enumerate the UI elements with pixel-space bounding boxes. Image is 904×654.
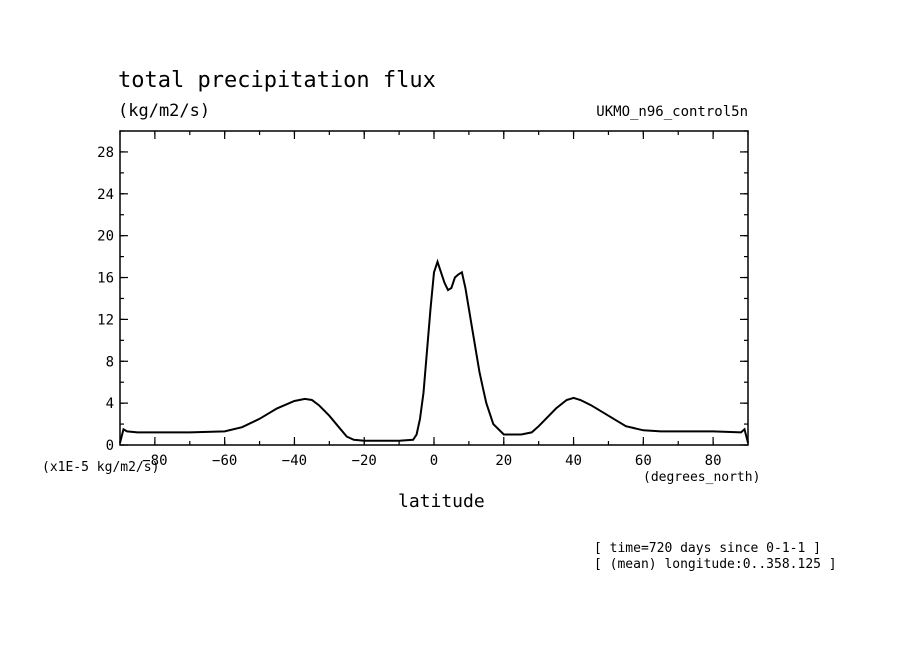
axis-ticks	[119, 130, 749, 446]
x-tick-label: 80	[705, 453, 722, 469]
y-scale-label: (x1E-5 kg/m2/s)	[42, 460, 160, 475]
x-tick-label: 60	[635, 453, 652, 469]
tick-labels: −80 −60 −40 −20 0 20 40 60 80 0 4 8 12 16 20 24 28	[97, 145, 721, 469]
x-tick-label: −80	[142, 453, 167, 469]
y-tick-label: 24	[97, 187, 114, 203]
x-axis-label: latitude	[398, 491, 485, 512]
y-tick-label: 12	[97, 312, 114, 328]
precipitation-series-line	[119, 258, 749, 444]
chart-title: total precipitation flux	[118, 68, 436, 93]
y-tick-label: 0	[106, 438, 114, 454]
y-tick-label: 20	[97, 229, 114, 245]
longitude-annotation: [ (mean) longitude:0..358.125 ]	[594, 557, 837, 572]
x-tick-label: −40	[282, 453, 307, 469]
plot-frame	[119, 130, 749, 446]
x-tick-label: −20	[352, 453, 377, 469]
x-tick-label: 0	[430, 453, 438, 469]
time-annotation: [ time=720 days since 0-1-1 ]	[594, 541, 821, 556]
units-label: (kg/m2/s)	[118, 101, 211, 121]
x-tick-label: 20	[495, 453, 512, 469]
x-units-label: (degrees_north)	[643, 470, 761, 485]
dataset-label: UKMO_n96_control5n	[596, 104, 748, 120]
y-tick-label: 28	[97, 145, 114, 161]
x-tick-label: 40	[565, 453, 582, 469]
x-tick-label: −60	[212, 453, 237, 469]
y-tick-label: 4	[106, 396, 114, 412]
y-tick-label: 8	[106, 354, 114, 370]
y-tick-label: 16	[97, 271, 114, 287]
